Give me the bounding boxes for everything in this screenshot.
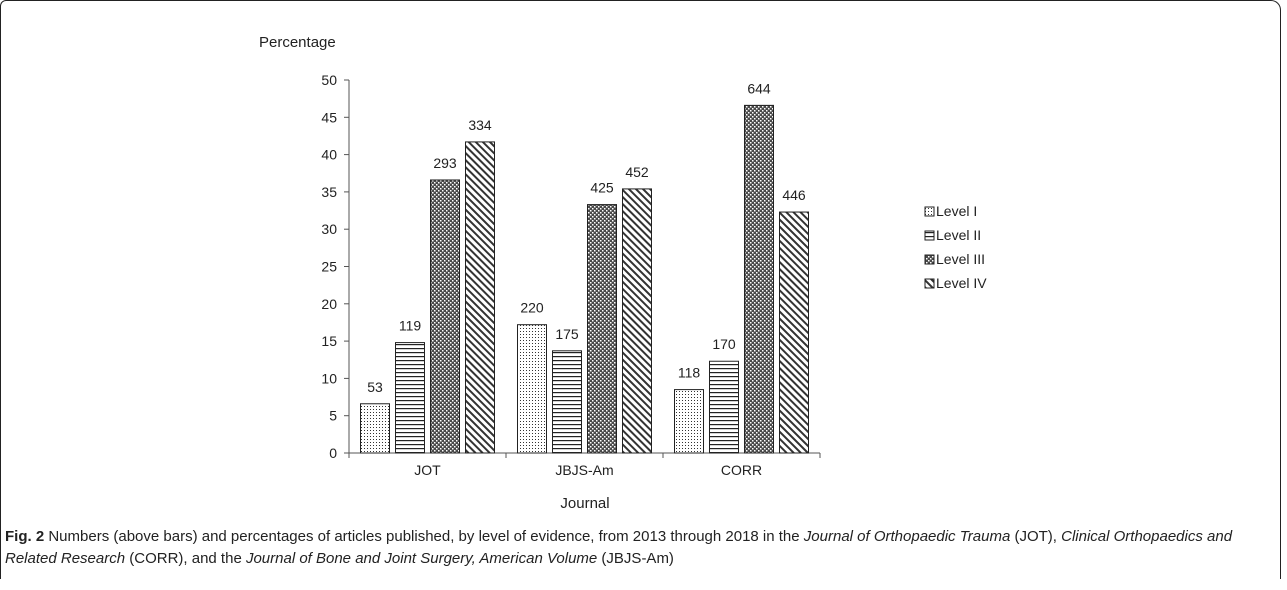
y-tick-label: 0 xyxy=(329,445,337,461)
bar-chart: Percentage Journal 0 5 10 15 20 25 30 35 40 45 50 J… xyxy=(259,34,987,512)
bar-data-label: 53 xyxy=(367,379,383,395)
bar-data-label: 446 xyxy=(782,187,806,203)
bar xyxy=(360,403,390,454)
bar xyxy=(744,104,774,454)
figure-frame xyxy=(0,0,1281,579)
caption-text-4: (JBJS-Am) xyxy=(597,550,674,567)
y-tick-label: 40 xyxy=(321,147,337,163)
legend-swatch xyxy=(924,230,935,241)
figure-caption: Fig. 2 Numbers (above bars) and percenta… xyxy=(5,526,1275,570)
legend-swatch xyxy=(924,206,935,217)
y-tick-label: 15 xyxy=(321,333,337,349)
bar xyxy=(779,211,809,454)
y-tick-label: 25 xyxy=(321,259,337,275)
caption-figure-label: Fig. 2 xyxy=(5,528,45,545)
legend-label: Level III xyxy=(936,251,985,267)
bar-data-label: 119 xyxy=(399,318,422,334)
legend-swatch xyxy=(924,254,935,265)
bar-data-label: 118 xyxy=(678,365,701,381)
legend-label: Level I xyxy=(936,203,977,219)
y-tick-label: 50 xyxy=(321,72,337,88)
caption-journal-corr: Clinical Orthopaedics and Related Resear… xyxy=(5,528,1233,567)
caption-text-3: (CORR), and the xyxy=(125,550,246,567)
legend: Level I Level II Level III Level IV xyxy=(924,203,987,291)
y-tick-label: 45 xyxy=(321,109,337,125)
bar-data-label: 452 xyxy=(625,164,649,180)
caption-journal-jbjs: Journal of Bone and Joint Surgery, Ameri… xyxy=(245,550,598,567)
y-tick-label: 30 xyxy=(321,221,337,237)
bars: 53 119 293 334 220 175 425 452 118 170 644 446 xyxy=(360,80,809,454)
y-axis-title: Percentage xyxy=(259,34,336,51)
axes: 0 5 10 15 20 25 30 35 40 45 50 JOT JBJS-Am CORR xyxy=(321,72,821,478)
bar xyxy=(709,360,739,454)
caption-text-2: (JOT), xyxy=(1010,528,1062,545)
y-tick-label: 10 xyxy=(321,370,337,386)
bar-data-label: 425 xyxy=(590,180,614,196)
caption-text-1: Numbers (above bars) and percentages of … xyxy=(44,528,804,545)
bar-data-label: 334 xyxy=(468,117,492,133)
legend-label: Level IV xyxy=(936,275,987,291)
x-tick-label: CORR xyxy=(721,462,762,478)
y-tick-label: 5 xyxy=(329,408,337,424)
y-tick-label: 35 xyxy=(321,184,337,200)
bar-data-label: 170 xyxy=(712,336,736,352)
bar xyxy=(395,342,425,454)
bar xyxy=(622,188,652,454)
x-tick-label: JBJS-Am xyxy=(555,462,613,478)
bar-data-label: 293 xyxy=(433,155,457,171)
bar xyxy=(587,204,617,454)
y-tick-label: 20 xyxy=(321,296,337,312)
bar xyxy=(517,324,547,454)
caption-journal-jot: Journal of Orthopaedic Trauma xyxy=(803,528,1011,545)
legend-swatch xyxy=(924,278,935,289)
x-axis-title: Journal xyxy=(560,495,609,512)
bar-data-label: 644 xyxy=(747,80,771,96)
bar xyxy=(674,389,704,454)
bar-data-label: 175 xyxy=(555,326,579,342)
bar xyxy=(430,179,460,454)
bar xyxy=(465,141,495,454)
bar-data-label: 220 xyxy=(520,300,544,316)
x-tick-label: JOT xyxy=(414,462,441,478)
legend-label: Level II xyxy=(936,227,981,243)
bar xyxy=(552,350,582,454)
